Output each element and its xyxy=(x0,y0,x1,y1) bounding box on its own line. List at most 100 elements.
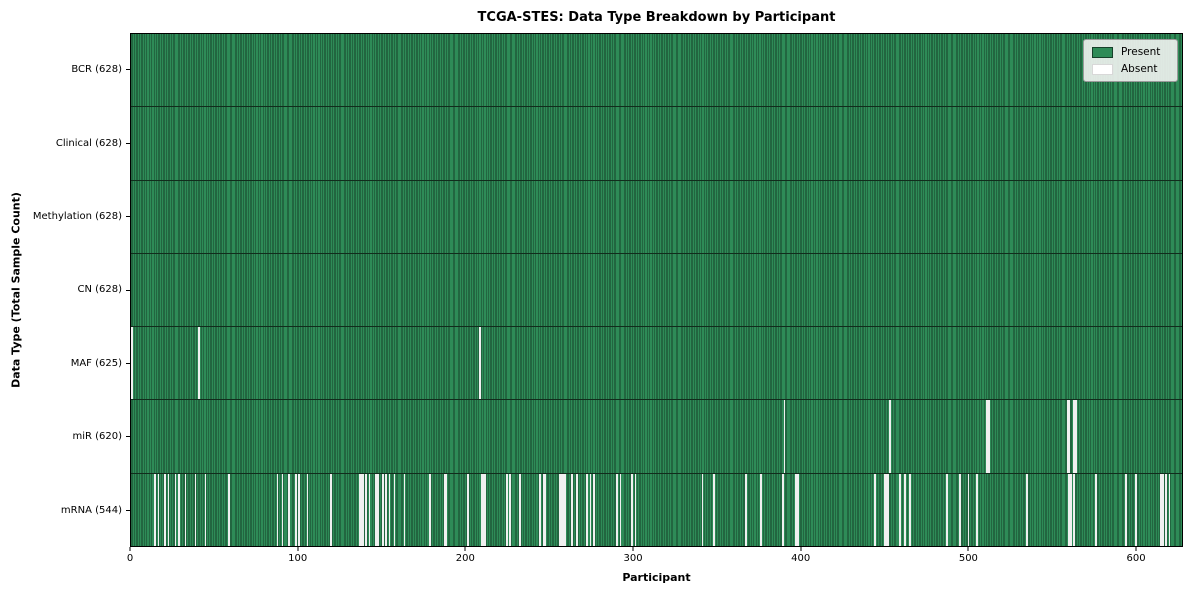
absent-stripe xyxy=(564,473,567,546)
absent-stripe xyxy=(976,473,978,546)
absent-stripe xyxy=(592,473,595,546)
absent-stripe xyxy=(967,473,970,546)
present-swatch xyxy=(1092,46,1113,58)
plot-area xyxy=(130,33,1183,547)
absent-stripe xyxy=(783,400,786,473)
heatmap-row xyxy=(131,253,1182,328)
heatmap-row xyxy=(131,180,1182,254)
absent-stripe xyxy=(631,473,634,546)
absent-stripe xyxy=(884,473,886,546)
x-tick-label: 300 xyxy=(623,553,643,564)
y-tick xyxy=(126,216,130,218)
legend-label-present: Present xyxy=(1121,46,1161,58)
absent-stripe xyxy=(760,473,762,546)
absent-stripe xyxy=(174,473,177,546)
absent-stripe xyxy=(634,473,637,546)
absent-stripe xyxy=(589,473,592,546)
absent-stripe xyxy=(1073,473,1075,546)
x-tick xyxy=(800,547,802,551)
y-tick-label: BCR (628) xyxy=(71,64,122,76)
heatmap-row xyxy=(131,400,1182,474)
absent-stripe xyxy=(445,473,448,546)
absent-stripe xyxy=(360,473,362,546)
absent-stripe xyxy=(177,473,180,546)
absent-stripe xyxy=(795,473,798,546)
absent-stripe xyxy=(1069,473,1072,546)
absent-stripe xyxy=(479,327,481,400)
absent-stripe xyxy=(382,473,384,546)
absent-stripe xyxy=(276,473,279,546)
y-tick xyxy=(126,289,130,291)
absent-stripe xyxy=(1165,473,1167,546)
absent-stripe xyxy=(987,400,990,473)
legend-item-present: Present xyxy=(1092,46,1169,58)
heatmap-row xyxy=(131,327,1182,401)
absent-stripe xyxy=(959,473,962,546)
absent-stripe xyxy=(1026,473,1029,546)
absent-stripe xyxy=(365,473,367,546)
x-tick-label: 200 xyxy=(455,553,475,564)
y-tick-label: CN (628) xyxy=(77,284,122,296)
absent-stripe xyxy=(385,473,388,546)
x-tick xyxy=(1135,547,1137,551)
absent-stripe xyxy=(358,473,361,546)
absent-stripe xyxy=(467,473,470,546)
x-tick xyxy=(632,547,634,551)
absent-stripe xyxy=(701,473,704,546)
absent-stripe xyxy=(1125,473,1127,546)
heatmap-row xyxy=(131,107,1182,181)
absent-stripe xyxy=(571,473,573,546)
absent-stripe xyxy=(184,473,187,546)
x-tick xyxy=(464,547,466,551)
absent-stripe xyxy=(197,327,200,400)
y-tick-label: mRNA (544) xyxy=(60,504,122,516)
absent-stripe xyxy=(480,473,483,546)
absent-stripe xyxy=(377,473,379,546)
x-tick-label: 500 xyxy=(958,553,978,564)
absent-stripe xyxy=(443,473,446,546)
absent-stripe xyxy=(1168,473,1171,546)
x-tick-label: 400 xyxy=(791,553,811,564)
y-tick xyxy=(126,362,130,364)
absent-stripe xyxy=(228,473,230,546)
y-tick-label: Methylation (628) xyxy=(32,211,122,223)
y-tick xyxy=(126,69,130,71)
x-axis-ticks: 0 100 200 300 400 500 600 xyxy=(127,547,1183,567)
absent-stripe xyxy=(561,473,563,546)
absent-stripe xyxy=(1074,400,1077,473)
absent-stripe xyxy=(745,473,747,546)
x-axis-title: Participant xyxy=(622,571,691,584)
absent-stripe xyxy=(393,473,396,546)
absent-stripe xyxy=(482,473,485,546)
absent-stripe xyxy=(154,473,157,546)
absent-stripe xyxy=(1068,473,1070,546)
absent-stripe xyxy=(713,473,716,546)
absent-stripe xyxy=(368,473,371,546)
absent-stripe xyxy=(1068,400,1070,473)
absent-stripe xyxy=(1160,473,1162,546)
absent-stripe xyxy=(295,473,297,546)
absent-stripe xyxy=(559,473,562,546)
legend: Present Absent xyxy=(1083,39,1178,82)
legend-label-absent: Absent xyxy=(1121,63,1158,75)
absent-stripe xyxy=(428,473,431,546)
absent-stripe xyxy=(586,473,588,546)
absent-stripe xyxy=(167,473,170,546)
legend-item-absent: Absent xyxy=(1092,63,1169,75)
absent-stripe xyxy=(539,473,542,546)
absent-swatch xyxy=(1092,63,1113,75)
y-tick-marks xyxy=(126,33,130,547)
absent-stripe xyxy=(505,473,508,546)
absent-stripe xyxy=(782,473,784,546)
absent-stripe xyxy=(131,327,133,400)
absent-stripe xyxy=(874,473,876,546)
absent-stripe xyxy=(519,473,521,546)
absent-stripe xyxy=(194,473,197,546)
absent-stripe xyxy=(616,473,618,546)
absent-stripe xyxy=(542,473,545,546)
absent-stripe xyxy=(1066,400,1069,473)
absent-stripe xyxy=(885,473,888,546)
absent-stripe xyxy=(298,473,301,546)
absent-stripe xyxy=(1161,473,1164,546)
